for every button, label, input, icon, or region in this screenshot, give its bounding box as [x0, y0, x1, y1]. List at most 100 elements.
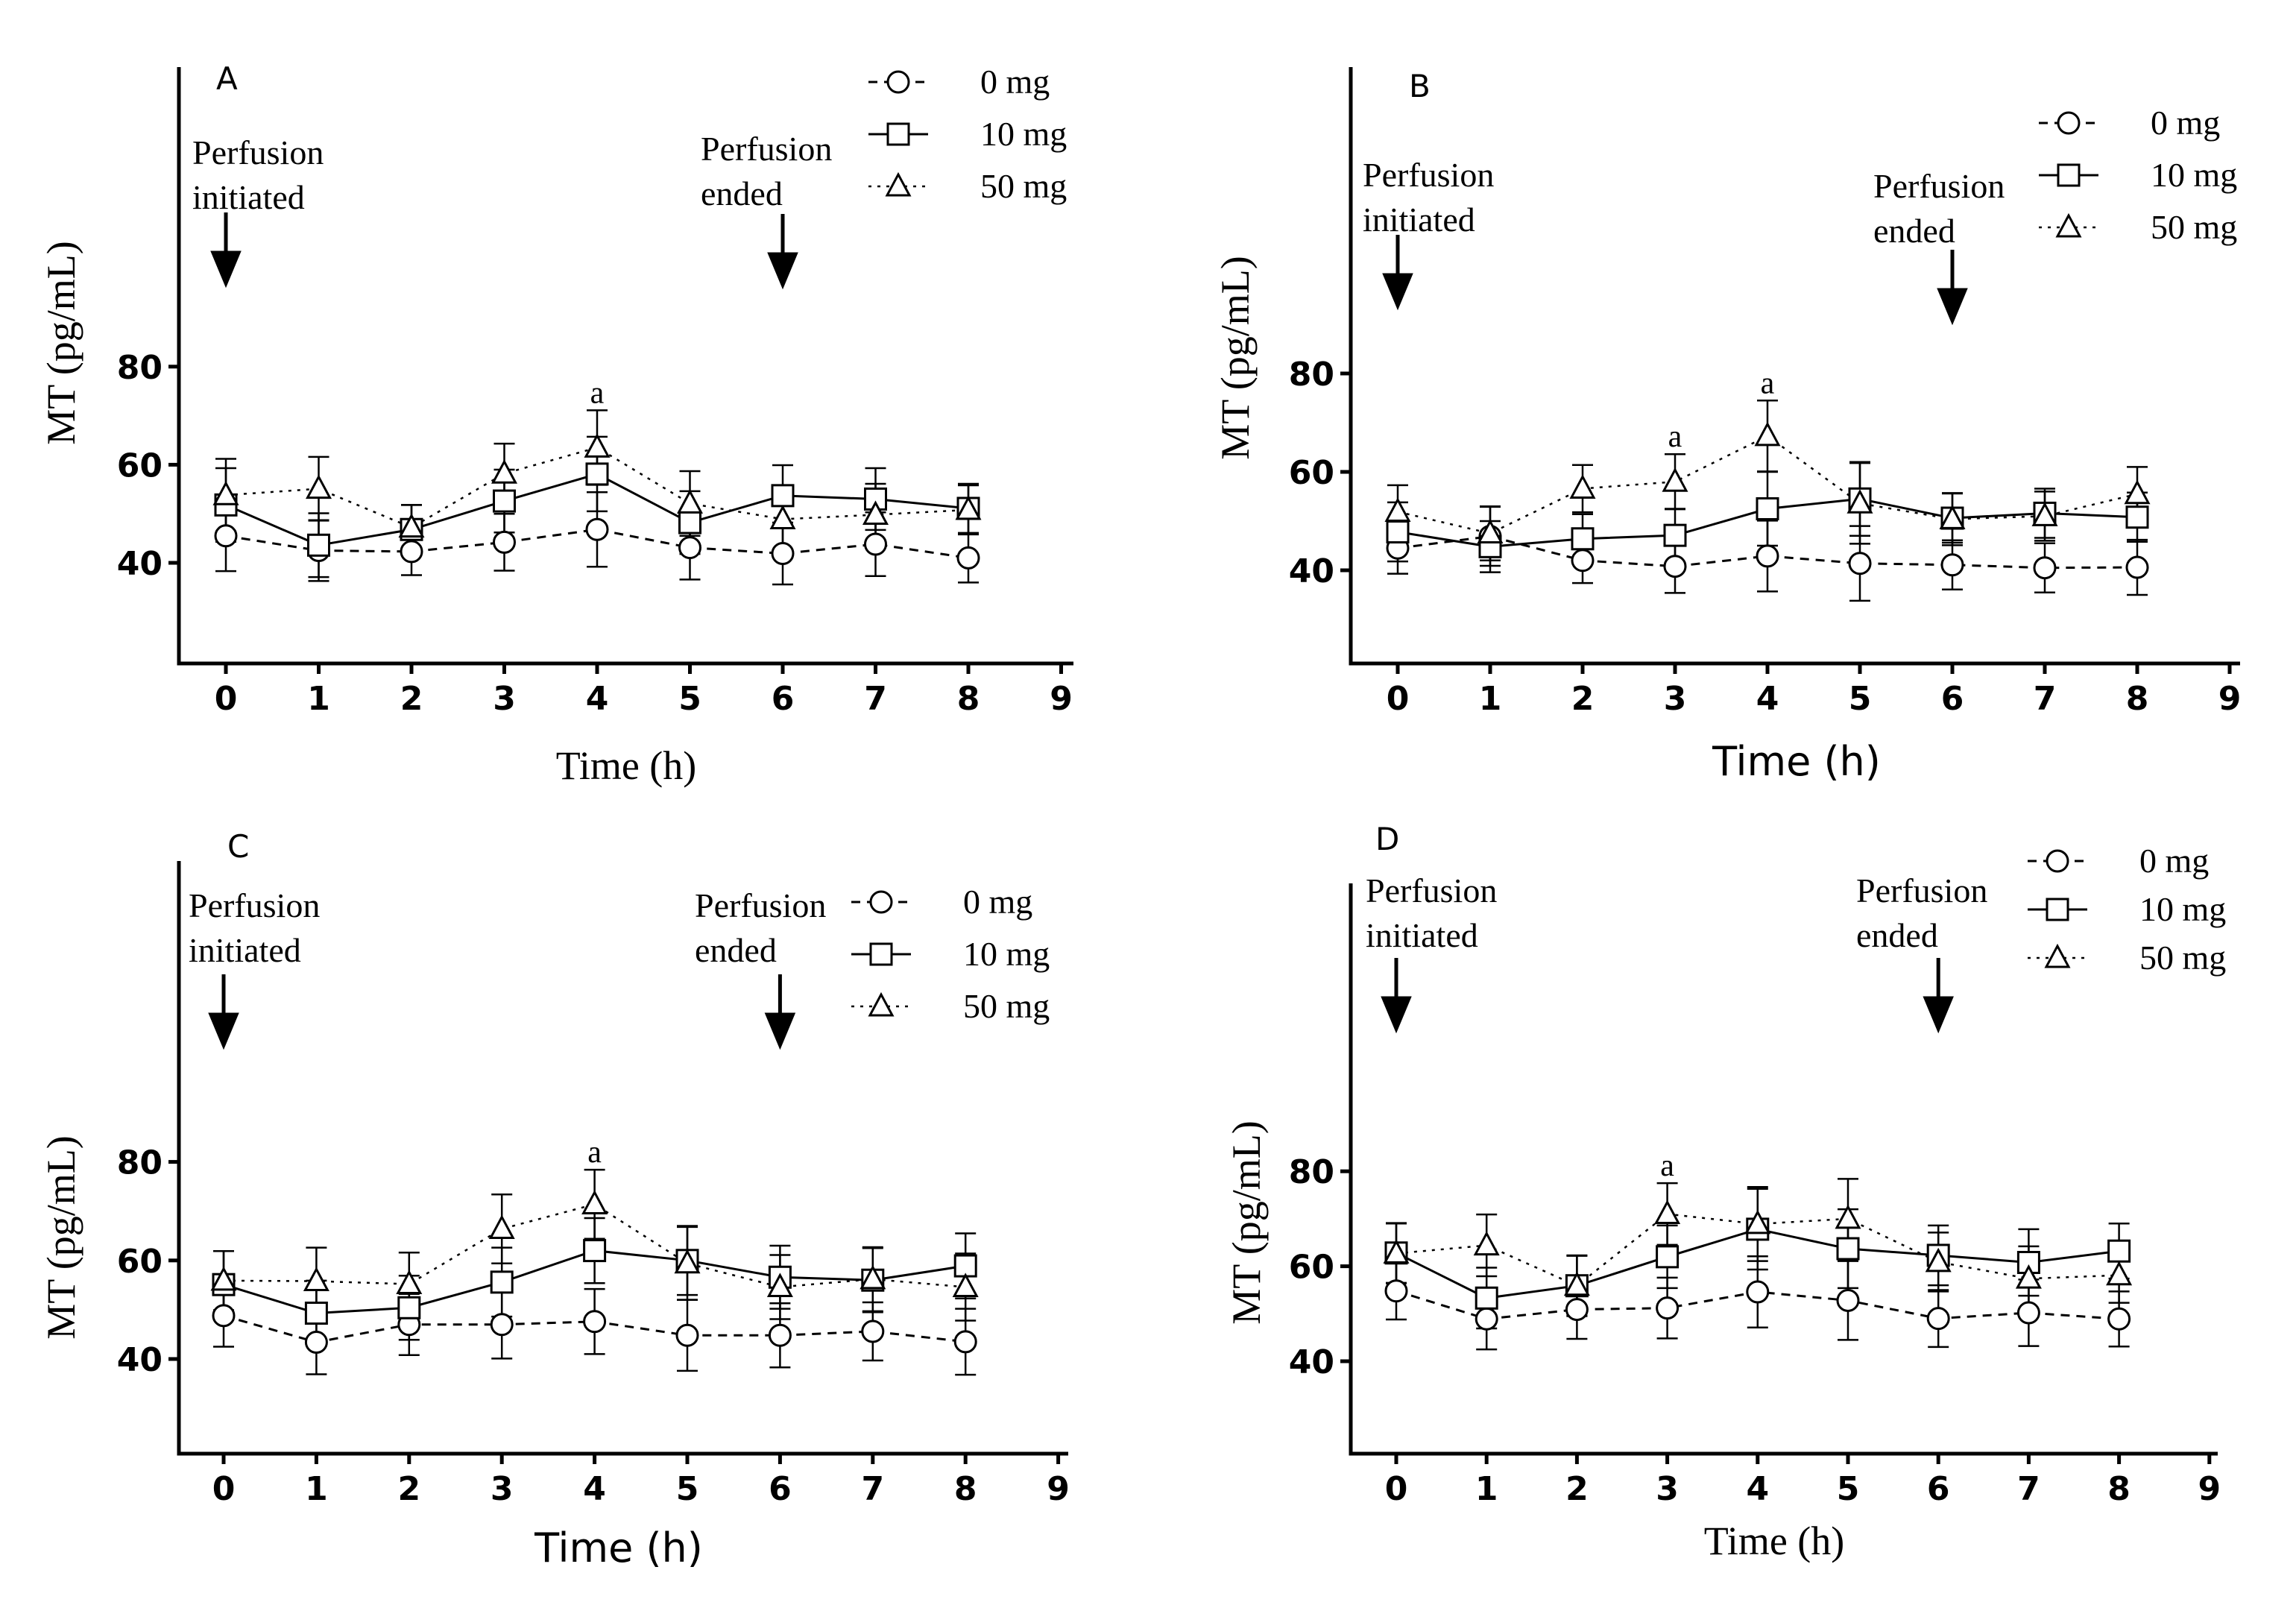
x-tick-label: 4: [586, 680, 609, 718]
data-point: [212, 1304, 236, 1328]
data-point: [2106, 1261, 2133, 1286]
data-point: [490, 1313, 514, 1337]
annotation-text: Perfusion: [1873, 167, 2005, 205]
x-tick-label: 0: [1387, 680, 1410, 718]
x-tick-label: 2: [1565, 1470, 1589, 1508]
significance-label: a: [590, 376, 605, 410]
data-point: [212, 481, 239, 505]
data-point: [1754, 421, 1781, 447]
y-tick-label: 80: [1289, 1153, 1334, 1191]
x-tick-label: 6: [1927, 1470, 1950, 1508]
significance-label: a: [587, 1135, 602, 1170]
data-point: [674, 1249, 701, 1274]
data-point: [1384, 497, 1411, 522]
data-point: [2033, 556, 2057, 580]
down-arrow-icon: [764, 1012, 796, 1050]
x-tick-label: 9: [2218, 680, 2242, 718]
annotation-text: ended: [701, 174, 783, 212]
panel-letter: A: [216, 60, 238, 97]
x-axis-title: Time (h): [1704, 1519, 1845, 1563]
y-axis-title: MT (pg/mL): [1213, 256, 1258, 459]
data-point: [1836, 1288, 1860, 1312]
x-tick-label: 0: [1385, 1470, 1408, 1508]
down-arrow-icon: [210, 250, 242, 288]
y-tick-label: 80: [117, 349, 163, 387]
x-tick-label: 8: [2126, 680, 2149, 718]
data-point: [952, 1273, 979, 1297]
x-axis-title: Time (h): [556, 743, 697, 788]
data-point: [1940, 553, 1964, 577]
panel-letter: D: [1375, 821, 1399, 857]
data-point: [488, 1214, 515, 1239]
data-point: [1663, 523, 1687, 547]
data-point: [585, 462, 609, 486]
data-point: [304, 1302, 328, 1325]
x-tick-label: 7: [864, 680, 887, 718]
annotation-text: initiated: [1366, 916, 1478, 954]
x-tick-label: 9: [2198, 1470, 2221, 1508]
data-point: [862, 500, 889, 526]
data-point: [1477, 519, 1504, 543]
legend-label: 10 mg: [980, 115, 1067, 153]
data-point: [396, 1270, 423, 1295]
data-point: [2124, 479, 2151, 505]
x-tick-label: 6: [769, 1470, 792, 1508]
legend-marker: [2046, 898, 2069, 921]
data-point: [1475, 1307, 1498, 1331]
y-tick-label: 40: [117, 1341, 163, 1379]
x-tick-label: 1: [305, 1470, 328, 1508]
panel-c: 40 60 80 0 1 2 3 4 5 6 7 8 9 Time (h) MT (pg/mL) C Perfu…: [39, 828, 1070, 1571]
data-point: [861, 1319, 885, 1343]
data-point: [1571, 527, 1595, 551]
data-point: [955, 495, 982, 520]
legend-label: 0 mg: [2151, 104, 2220, 142]
data-point: [860, 1264, 886, 1290]
legend-label: 0 mg: [980, 63, 1050, 101]
legend-marker: [2057, 163, 2081, 187]
data-point: [1656, 1296, 1680, 1320]
data-point: [1571, 549, 1595, 573]
data-point: [2107, 1239, 2131, 1263]
y-axis-title: MT (pg/mL): [39, 1135, 83, 1339]
data-point: [214, 524, 238, 548]
x-axis-title: Time (h): [1712, 738, 1881, 785]
data-point: [585, 517, 609, 541]
y-tick-label: 40: [1289, 552, 1334, 590]
legend-marker: [869, 890, 893, 914]
legend-marker: [886, 122, 910, 146]
panel-d: 40 60 80 0 1 2 3 4 5 6 7 8 9 Time (h) MT (pg/mL) D Perfu…: [1224, 821, 2226, 1563]
annotation-text: ended: [695, 931, 777, 969]
axis-lines: [177, 861, 1068, 1456]
legend-label: 10 mg: [963, 935, 1050, 973]
data-point: [956, 546, 980, 570]
data-point: [1939, 505, 1966, 529]
data-point: [1744, 1209, 1771, 1235]
data-point: [2016, 1301, 2040, 1325]
y-axis-title: MT (pg/mL): [1224, 1120, 1269, 1324]
panel-a: 40 60 80 0 1 2 3 4 5 6 7 8 9 Time (h) MT (pg/mL) A Perfu…: [39, 60, 1073, 788]
legend-label: 50 mg: [2151, 208, 2237, 246]
data-point: [1756, 544, 1779, 568]
significance-label: a: [1660, 1149, 1674, 1183]
data-point: [768, 1323, 792, 1347]
data-point: [490, 1270, 514, 1294]
data-point: [210, 1266, 237, 1291]
data-point: [493, 530, 516, 554]
data-point: [583, 1310, 607, 1334]
data-point: [771, 484, 795, 508]
x-tick-label: 1: [1475, 1470, 1498, 1508]
data-point: [1756, 497, 1779, 520]
annotation-text: Perfusion: [695, 886, 826, 924]
data-point: [400, 540, 423, 564]
down-arrow-icon: [767, 252, 798, 290]
x-tick-label: 9: [1047, 1470, 1070, 1508]
data-point: [1925, 1247, 1952, 1273]
y-tick-label: 80: [1289, 356, 1334, 394]
annotation-text: Perfusion: [1856, 871, 1987, 909]
data-point: [1473, 1231, 1500, 1256]
data-point: [1656, 1245, 1680, 1269]
legend-label: 0 mg: [963, 883, 1032, 921]
down-arrow-icon: [1382, 273, 1413, 311]
legend-marker: [886, 70, 910, 94]
data-point: [2031, 502, 2058, 526]
